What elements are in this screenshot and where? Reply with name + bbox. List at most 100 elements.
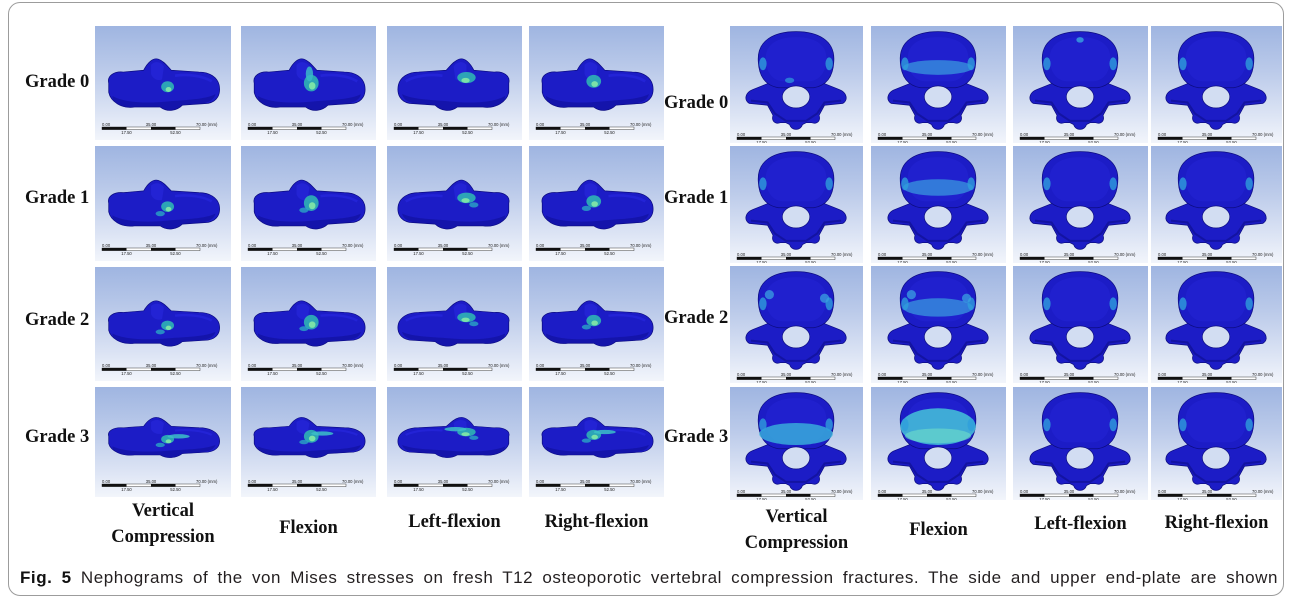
scale-bar-label: 35.00 <box>292 363 303 368</box>
stress-concentration <box>1179 418 1187 432</box>
scale-bar: 0.00 35.00 70.00 (mm) 17.50 52.50 <box>535 122 652 135</box>
stress-concentration <box>825 177 833 191</box>
vertebra-model <box>1028 391 1132 492</box>
scale-bar-segment <box>418 248 443 251</box>
nephogram-image: 0.00 35.00 70.00 (mm) 17.50 52.50 <box>247 416 367 492</box>
vertebra-endplate-view <box>744 270 848 371</box>
scale-bar-label: 52.50 <box>1226 140 1237 143</box>
scale-bar-label: 52.50 <box>316 130 327 135</box>
stress-concentration <box>904 428 972 444</box>
vertebra-endplate-view <box>886 391 990 492</box>
stress-concentration <box>967 177 975 191</box>
scale-bar-segment <box>394 368 419 371</box>
scale-bar: 0.00 35.00 70.00 (mm) 17.50 52.50 <box>393 122 510 135</box>
scale-bar-segment <box>585 248 610 251</box>
scale-bar-label: 0.00 <box>878 252 887 257</box>
scale-bar-segment <box>1044 494 1069 497</box>
stress-concentration <box>299 326 309 332</box>
nephogram-image: 0.00 35.00 70.00 (mm) 17.50 52.50 <box>736 150 853 263</box>
scale-bar: 0.00 35.00 70.00 (mm) 17.50 52.50 <box>101 122 218 135</box>
scale-bar-label: 17.50 <box>121 251 132 256</box>
scale-bar-label: 35.00 <box>1064 489 1075 494</box>
scale-bar-segment <box>126 127 151 130</box>
nephogram-image: 0.00 35.00 70.00 (mm) 17.50 52.50 <box>1019 391 1136 500</box>
stress-concentration <box>155 210 165 217</box>
nephogram-image: 0.00 35.00 70.00 (mm) 17.50 52.50 <box>877 30 994 143</box>
nephogram-image: 0.00 35.00 70.00 (mm) 17.50 52.50 <box>1019 150 1136 263</box>
stress-concentration <box>581 205 591 211</box>
scale-bar-label: 0.00 <box>536 243 545 248</box>
scale-bar-label: 35.00 <box>1064 372 1075 377</box>
scale-bar-segment <box>321 368 346 371</box>
stress-concentration <box>1109 177 1117 191</box>
stress-concentration <box>1179 57 1187 71</box>
scale-bar-segment <box>1207 137 1232 140</box>
nephogram-image: 0.00 35.00 70.00 (mm) 17.50 52.50 <box>877 150 994 263</box>
scale-bar-label: 17.50 <box>897 380 908 383</box>
vertebra-endplate-view <box>886 30 990 131</box>
scale-bar: 0.00 35.00 70.00 (mm) 17.50 52.50 <box>736 132 853 143</box>
scale-bar-label: 35.00 <box>922 372 933 377</box>
nephogram-image: 0.00 35.00 70.00 (mm) 17.50 52.50 <box>736 30 853 143</box>
stress-concentration <box>1109 297 1117 311</box>
scale-bar-label: 0.00 <box>1158 132 1167 137</box>
end-plate-view-nephogram-grade0-left-flexion: 0.00 35.00 70.00 (mm) 17.50 52.50 <box>1013 26 1148 143</box>
scale-bar-segment <box>786 257 811 260</box>
scale-bar-segment <box>418 127 443 130</box>
vertebra-endplate-view <box>1164 270 1268 371</box>
scale-bar-segment <box>609 127 634 130</box>
scale-bar-label: 70.00 (mm) <box>488 363 510 368</box>
side-view-nephogram-grade3-vertical-compression: 0.00 35.00 70.00 (mm) 17.50 52.50 <box>95 387 231 497</box>
scale-bar-label: 70.00 (mm) <box>196 363 218 368</box>
scale-bar-label: 0.00 <box>737 372 746 377</box>
vertebra-side-view <box>540 178 655 231</box>
scale-bar-label: 70.00 (mm) <box>1252 372 1274 377</box>
scale-bar-label: 17.50 <box>555 251 566 256</box>
stress-concentration <box>305 66 314 82</box>
scale-bar-label: 0.00 <box>1158 489 1167 494</box>
scale-bar: 0.00 35.00 70.00 (mm) 17.50 52.50 <box>877 132 994 143</box>
scale-bar-segment <box>272 484 297 487</box>
nephogram-image: 0.00 35.00 70.00 (mm) 17.50 52.50 <box>1019 270 1136 383</box>
scale-bar-outline <box>736 136 836 140</box>
scale-bar-segment <box>1182 257 1207 260</box>
stress-concentration <box>593 429 616 435</box>
scale-bar-segment <box>810 137 835 140</box>
side-view-nephogram-grade3-flexion: 0.00 35.00 70.00 (mm) 17.50 52.50 <box>241 387 376 497</box>
vertebra-model <box>1164 30 1268 131</box>
scale-bar-label: 52.50 <box>1226 380 1237 383</box>
scale-bar: 0.00 35.00 70.00 (mm) 17.50 52.50 <box>393 479 510 492</box>
scale-bar-label: 0.00 <box>878 132 887 137</box>
nephogram-image: 0.00 35.00 70.00 (mm) 17.50 52.50 <box>393 299 511 376</box>
scale-bar-segment <box>902 494 927 497</box>
scale-bar-label: 17.50 <box>555 487 566 492</box>
scale-bar-segment <box>810 257 835 260</box>
vertebra-model <box>1028 30 1132 131</box>
stress-concentration <box>759 422 833 446</box>
grade-label: Grade 3 <box>25 427 90 447</box>
scale-bar-segment <box>1231 494 1256 497</box>
vertebra-side-view <box>540 299 655 348</box>
nephogram-image: 0.00 35.00 70.00 (mm) 17.50 52.50 <box>1157 150 1274 263</box>
scale-bar-label: 70.00 (mm) <box>488 243 510 248</box>
scale-bar-label: 0.00 <box>102 363 111 368</box>
scale-bar: 0.00 35.00 70.00 (mm) 17.50 52.50 <box>877 372 994 383</box>
vertebra-side-view <box>107 416 221 459</box>
scale-bar-segment <box>536 127 561 130</box>
scale-bar-segment <box>951 137 976 140</box>
scale-bar-segment <box>1182 377 1207 380</box>
scale-bar-segment <box>467 484 492 487</box>
scale-bar-label: 52.50 <box>1088 380 1099 383</box>
scale-bar-segment <box>951 494 976 497</box>
scale-bar-label: 0.00 <box>248 479 257 484</box>
scale-bar-segment <box>248 484 273 487</box>
scale-bar-label: 70.00 (mm) <box>342 479 364 484</box>
vertebra-model <box>744 270 848 371</box>
scale-bar-segment <box>737 257 762 260</box>
stress-concentration <box>1179 177 1187 191</box>
scale-bar-label: 52.50 <box>316 487 327 492</box>
end-plate-view-nephogram-grade3-flexion: 0.00 35.00 70.00 (mm) 17.50 52.50 <box>871 387 1006 500</box>
scale-bar-segment <box>878 137 903 140</box>
scale-bar-outline <box>535 367 635 371</box>
